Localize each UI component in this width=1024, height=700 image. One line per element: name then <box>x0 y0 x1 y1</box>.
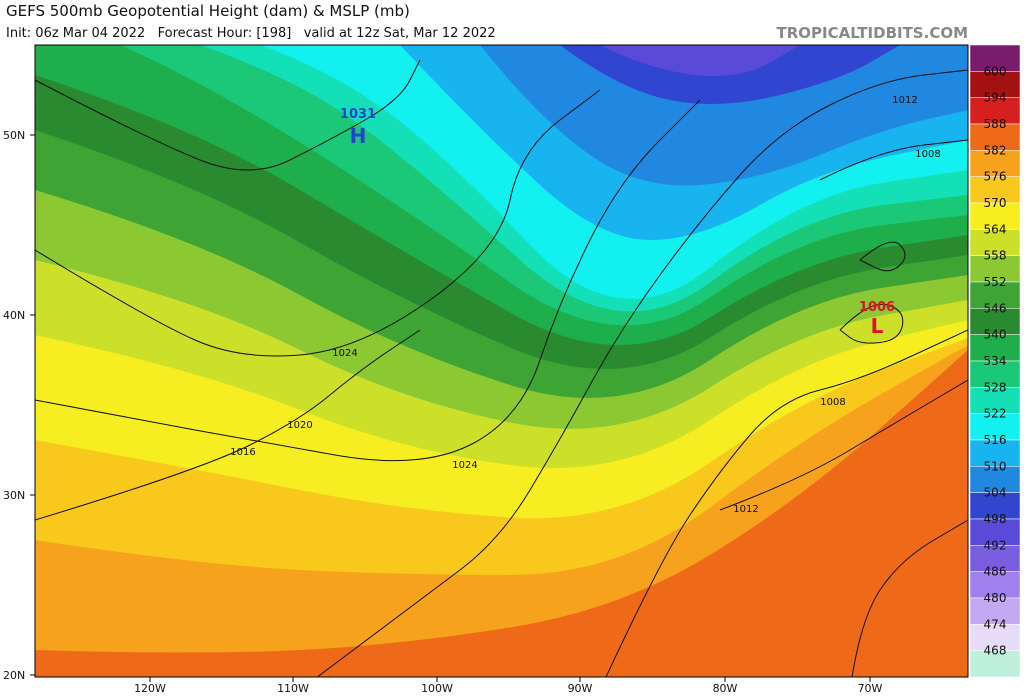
colorbar-swatch <box>969 229 1021 256</box>
center-pressure: 1031 <box>340 107 376 122</box>
colorbar-swatch <box>969 308 1021 335</box>
colorbar-label: 480 <box>984 591 1007 605</box>
colorbar-swatch <box>969 334 1021 362</box>
colorbar-label: 528 <box>984 380 1007 394</box>
colorbar-swatch <box>969 650 1021 678</box>
colorbar-label: 546 <box>984 301 1007 315</box>
isobar <box>859 241 906 272</box>
map-title: GEFS 500mb Geopotential Height (dam) & M… <box>6 2 410 20</box>
colorbar-swatch <box>969 44 1021 72</box>
colorbar-swatch <box>969 281 1021 309</box>
latitude-label: 40N <box>3 309 25 322</box>
isobar-label: 1008 <box>915 149 940 160</box>
isobar <box>605 329 968 677</box>
isobar-label: 1008 <box>820 397 845 408</box>
colorbar-swatch <box>969 123 1021 151</box>
colorbar-swatch <box>969 176 1021 204</box>
latitude-label: 20N <box>3 669 25 682</box>
colorbar-label: 534 <box>984 354 1007 368</box>
colorbar-swatch <box>969 492 1021 520</box>
isobar <box>316 69 968 677</box>
isobar <box>819 139 968 181</box>
colorbar-label: 576 <box>984 170 1007 184</box>
height-band <box>480 45 968 186</box>
isobar-label: 1020 <box>287 420 312 431</box>
colorbar-swatch <box>969 97 1021 125</box>
isobar-label: 1024 <box>332 348 357 359</box>
longitude-label: 80W <box>713 682 738 695</box>
colorbar-label: 522 <box>984 407 1007 421</box>
isobar <box>35 89 601 357</box>
center-symbol: L <box>871 314 884 338</box>
colorbar-label: 468 <box>984 644 1007 658</box>
height-band <box>600 45 968 77</box>
isobar-label: 1012 <box>892 95 917 106</box>
longitude-label: 110W <box>277 682 309 695</box>
colorbar-label: 564 <box>984 222 1007 236</box>
colorbar-swatch <box>969 624 1021 651</box>
center-pressure: 1006 <box>859 300 895 315</box>
colorbar-label: 588 <box>984 117 1007 131</box>
isobar <box>839 303 904 344</box>
colorbar-swatch <box>969 387 1021 414</box>
latitude-label: 30N <box>3 489 25 502</box>
isobar <box>719 379 968 511</box>
colorbar-label: 552 <box>984 275 1007 289</box>
colorbar-swatch <box>969 255 1021 283</box>
colorbar-swatch <box>969 545 1021 572</box>
colorbar-label: 504 <box>984 486 1007 500</box>
colorbar-swatch <box>969 360 1021 388</box>
colorbar-label: 516 <box>984 433 1007 447</box>
colorbar-label: 474 <box>984 617 1007 631</box>
colorbar-swatch <box>969 413 1021 441</box>
colorbar-swatch <box>969 597 1021 625</box>
colorbar-swatch <box>969 571 1021 599</box>
longitude-label: 100W <box>421 682 453 695</box>
isobar <box>35 99 701 462</box>
colorbar-label: 594 <box>984 91 1007 105</box>
longitude-label: 120W <box>134 682 166 695</box>
latitude-label: 50N <box>3 129 25 142</box>
colorbar-label: 600 <box>984 64 1007 78</box>
longitude-label: 90W <box>568 682 593 695</box>
isobar-label: 1012 <box>733 504 758 515</box>
colorbar-label: 492 <box>984 538 1007 552</box>
colorbar-swatch <box>969 71 1021 98</box>
isobar-label: 1016 <box>230 447 255 458</box>
height-field <box>35 45 968 677</box>
isobar-label: 1024 <box>452 460 477 471</box>
colorbar-label: 540 <box>984 328 1007 342</box>
colorbar-swatch <box>969 202 1021 230</box>
isobar <box>851 519 968 677</box>
colorbar-label: 570 <box>984 196 1007 210</box>
colorbar-label: 498 <box>984 512 1007 526</box>
colorbar-label: 486 <box>984 565 1007 579</box>
isobars <box>35 59 968 677</box>
watermark: TROPICALTIDBITS.COM <box>777 24 969 42</box>
colorbar-swatch <box>969 518 1021 546</box>
colorbar-swatch <box>969 466 1021 493</box>
isobar <box>35 329 421 521</box>
isobar <box>35 59 421 171</box>
colorbar-swatch <box>969 150 1021 177</box>
longitude-label: 70W <box>858 682 883 695</box>
colorbar-label: 510 <box>984 459 1007 473</box>
map-subtitle: Init: 06z Mar 04 2022 Forecast Hour: [19… <box>6 26 496 41</box>
colorbar-label: 558 <box>984 249 1007 263</box>
map-frame <box>34 44 969 678</box>
center-symbol: H <box>350 124 367 148</box>
colorbar-label: 582 <box>984 143 1007 157</box>
